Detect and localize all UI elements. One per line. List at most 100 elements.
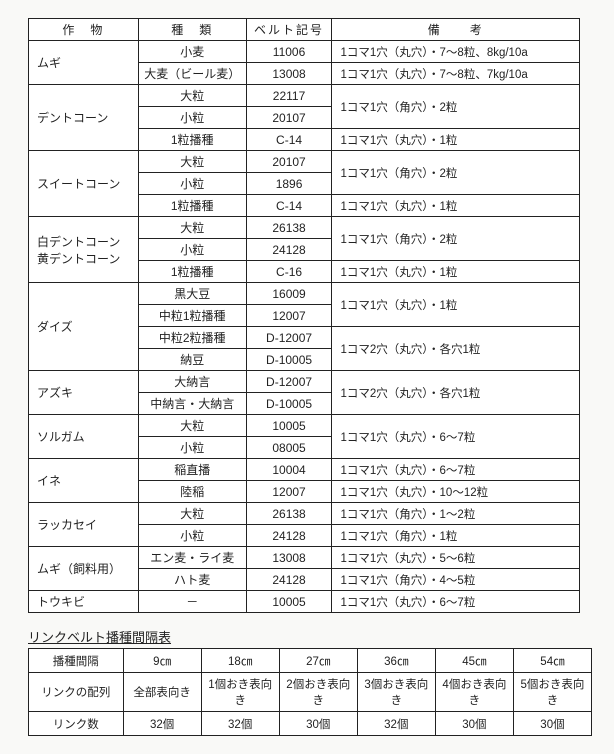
crop-cell: 白デントコーン黄デントコーン [29, 217, 139, 283]
code-cell: 08005 [246, 437, 332, 459]
type-cell: 1粒播種 [138, 195, 246, 217]
remark-cell: 1コマ1穴（角穴）・2粒 [332, 217, 580, 261]
crop-cell: スイートコーン [29, 151, 139, 217]
table-row: ムギ（飼料用）エン麦・ライ麦130081コマ1穴（丸穴）・5～6粒 [29, 547, 580, 569]
type-cell: 1粒播種 [138, 129, 246, 151]
link-table-title: リンクベルト播種間隔表 [28, 627, 596, 646]
crop-cell: トウキビ [29, 591, 139, 613]
type-cell: 大粒 [138, 503, 246, 525]
type-cell: 大粒 [138, 217, 246, 239]
code-cell: 12007 [246, 305, 332, 327]
code-cell: 20107 [246, 107, 332, 129]
type-cell: 小粒 [138, 437, 246, 459]
remark-cell: 1コマ1穴（丸穴）・7～8粒、8kg/10a [332, 41, 580, 63]
th-crop: 作 物 [29, 19, 139, 41]
remark-cell: 1コマ1穴（角穴）・4～5粒 [332, 569, 580, 591]
code-cell: D-10005 [246, 393, 332, 415]
type-cell: 小粒 [138, 173, 246, 195]
remark-cell: 1コマ1穴（丸穴）・6～7粒 [332, 591, 580, 613]
crop-cell: ソルガム [29, 415, 139, 459]
link-cell: 3個おき表向き [357, 673, 435, 712]
type-cell: 大納言 [138, 371, 246, 393]
th-type: 種 類 [138, 19, 246, 41]
code-cell: 20107 [246, 151, 332, 173]
link-cell: 1個おき表向き [201, 673, 279, 712]
crop-cell: ムギ（飼料用） [29, 547, 139, 591]
code-cell: 10005 [246, 415, 332, 437]
link-cell: 45㎝ [435, 649, 513, 673]
link-cell: 30個 [435, 712, 513, 736]
code-cell: 10005 [246, 591, 332, 613]
crop-table: 作 物 種 類 ベルト記号 備 考 ムギ小麦110061コマ1穴（丸穴）・7～8… [28, 18, 580, 613]
link-cell: 27㎝ [279, 649, 357, 673]
link-cell: 32個 [123, 712, 201, 736]
crop-cell: アズキ [29, 371, 139, 415]
remark-cell: 1コマ1穴（丸穴）・5～6粒 [332, 547, 580, 569]
link-cell: 30個 [279, 712, 357, 736]
link-cell: 9㎝ [123, 649, 201, 673]
type-cell: 陸稲 [138, 481, 246, 503]
code-cell: 24128 [246, 239, 332, 261]
crop-cell: デントコーン [29, 85, 139, 151]
remark-cell: 1コマ1穴（丸穴）・1粒 [332, 129, 580, 151]
crop-cell: ムギ [29, 41, 139, 85]
remark-cell: 1コマ1穴（角穴）・1～2粒 [332, 503, 580, 525]
th-remark: 備 考 [332, 19, 580, 41]
remark-cell: 1コマ1穴（角穴）・1粒 [332, 525, 580, 547]
th-code: ベルト記号 [246, 19, 332, 41]
code-cell: 26138 [246, 217, 332, 239]
type-cell: 大粒 [138, 415, 246, 437]
table-row: ムギ小麦110061コマ1穴（丸穴）・7～8粒、8kg/10a [29, 41, 580, 63]
code-cell: 10004 [246, 459, 332, 481]
code-cell: 24128 [246, 525, 332, 547]
code-cell: 13008 [246, 63, 332, 85]
table-row: トウキビ－100051コマ1穴（丸穴）・6～7粒 [29, 591, 580, 613]
type-cell: 中粒1粒播種 [138, 305, 246, 327]
crop-cell: ラッカセイ [29, 503, 139, 547]
remark-cell: 1コマ1穴（丸穴）・1粒 [332, 261, 580, 283]
type-cell: ハト麦 [138, 569, 246, 591]
link-cell: 36㎝ [357, 649, 435, 673]
link-cell: 4個おき表向き [435, 673, 513, 712]
link-rowhead: リンクの配列 [29, 673, 124, 712]
link-table: 播種間隔9㎝18㎝27㎝36㎝45㎝54㎝リンクの配列全部表向き1個おき表向き2… [28, 648, 592, 736]
remark-cell: 1コマ1穴（角穴）・2粒 [332, 85, 580, 129]
remark-cell: 1コマ1穴（丸穴）・1粒 [332, 195, 580, 217]
type-cell: 黒大豆 [138, 283, 246, 305]
crop-cell: イネ [29, 459, 139, 503]
type-cell: － [138, 591, 246, 613]
type-cell: エン麦・ライ麦 [138, 547, 246, 569]
link-cell: 32個 [357, 712, 435, 736]
table-row: デントコーン大粒221171コマ1穴（角穴）・2粒 [29, 85, 580, 107]
code-cell: D-12007 [246, 371, 332, 393]
link-cell: 全部表向き [123, 673, 201, 712]
code-cell: 22117 [246, 85, 332, 107]
remark-cell: 1コマ2穴（丸穴）・各穴1粒 [332, 371, 580, 415]
table-row: ダイズ黒大豆160091コマ1穴（丸穴）・1粒 [29, 283, 580, 305]
remark-cell: 1コマ1穴（丸穴）・10～12粒 [332, 481, 580, 503]
link-row: リンクの配列全部表向き1個おき表向き2個おき表向き3個おき表向き4個おき表向き5… [29, 673, 592, 712]
code-cell: 12007 [246, 481, 332, 503]
code-cell: D-10005 [246, 349, 332, 371]
type-cell: 納豆 [138, 349, 246, 371]
code-cell: 26138 [246, 503, 332, 525]
remark-cell: 1コマ1穴（丸穴）・7～8粒、7kg/10a [332, 63, 580, 85]
table-row: ラッカセイ大粒261381コマ1穴（角穴）・1～2粒 [29, 503, 580, 525]
type-cell: 中粒2粒播種 [138, 327, 246, 349]
type-cell: 小麦 [138, 41, 246, 63]
type-cell: 小粒 [138, 239, 246, 261]
code-cell: 13008 [246, 547, 332, 569]
link-rowhead: 播種間隔 [29, 649, 124, 673]
type-cell: 小粒 [138, 525, 246, 547]
remark-cell: 1コマ1穴（丸穴）・1粒 [332, 283, 580, 327]
code-cell: D-12007 [246, 327, 332, 349]
crop-cell: ダイズ [29, 283, 139, 371]
code-cell: 24128 [246, 569, 332, 591]
header-row: 作 物 種 類 ベルト記号 備 考 [29, 19, 580, 41]
type-cell: 小粒 [138, 107, 246, 129]
table-row: 白デントコーン黄デントコーン大粒261381コマ1穴（角穴）・2粒 [29, 217, 580, 239]
remark-cell: 1コマ1穴（丸穴）・6～7粒 [332, 415, 580, 459]
type-cell: 大麦（ビール麦） [138, 63, 246, 85]
remark-cell: 1コマ1穴（角穴）・2粒 [332, 151, 580, 195]
code-cell: C-14 [246, 195, 332, 217]
